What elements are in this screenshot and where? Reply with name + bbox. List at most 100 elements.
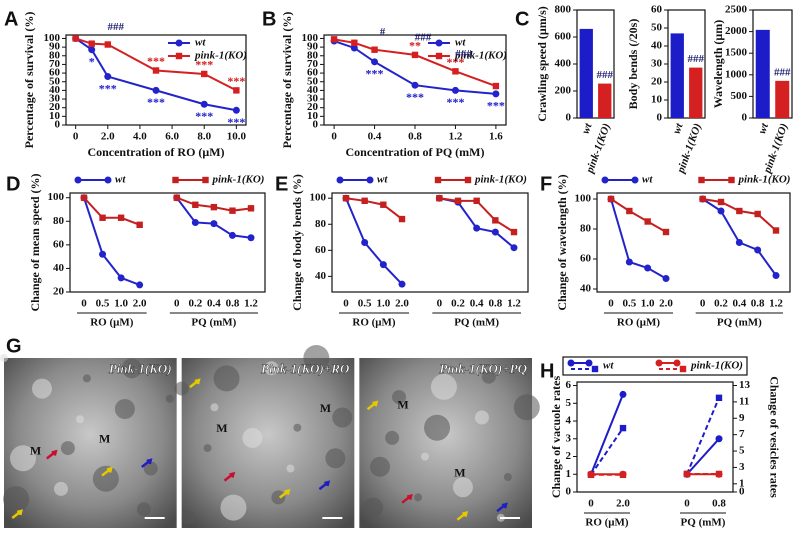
organelle	[181, 510, 196, 525]
region-label: M	[320, 401, 331, 415]
y-axis-label: Change of vacuole rates	[549, 376, 563, 499]
legend-marker	[175, 39, 183, 47]
legend-marker	[698, 176, 705, 184]
organelle	[303, 345, 330, 371]
legend-marker	[202, 176, 209, 184]
legend-label: wt	[195, 37, 206, 49]
data-point	[715, 470, 723, 478]
organelle	[332, 407, 353, 428]
x-tick-label: 1.2	[507, 298, 521, 310]
organelle	[264, 361, 279, 376]
data-point	[436, 195, 443, 202]
data-point	[72, 35, 79, 42]
data-point	[411, 51, 419, 59]
legend-label: wt	[377, 174, 388, 186]
data-point	[772, 227, 780, 234]
panel-letter: B	[262, 8, 276, 30]
y-tick-label: 500	[731, 90, 748, 102]
organelle	[165, 394, 174, 403]
x-tick-label: 0.4	[368, 131, 382, 143]
organelle	[513, 394, 540, 421]
organelle	[31, 378, 52, 399]
y-axis-label: Percentage of survival (%)	[280, 12, 294, 149]
x-tick-label: 0	[73, 131, 79, 143]
y-tick-label: 6	[566, 379, 572, 391]
legend-label: wt	[642, 174, 653, 186]
data-point	[379, 261, 387, 269]
y-axis-label: Change of wavelength (%)	[555, 174, 569, 310]
significance: ***	[147, 54, 165, 68]
organelle	[452, 477, 473, 498]
significance: ***	[487, 99, 505, 113]
data-point	[152, 67, 160, 74]
y-tick-label: 70	[49, 58, 61, 70]
x-tick-label: 0.5	[358, 298, 372, 310]
y-tick-label: 40	[580, 283, 592, 295]
bar	[689, 67, 703, 118]
x-tick-label: 0	[331, 131, 337, 143]
legend-marker	[673, 359, 681, 367]
organelle	[143, 461, 158, 476]
significance: ***	[99, 81, 117, 95]
organelle	[420, 452, 429, 461]
y-tick-label: 3	[739, 461, 745, 473]
x-tick-label: 10.0	[227, 131, 247, 143]
significance: ***	[195, 109, 213, 123]
x-tick-label: wt	[756, 121, 771, 136]
data-point	[451, 86, 459, 94]
y-tick-label: 60	[53, 238, 65, 250]
organelle	[474, 410, 489, 425]
bar	[670, 33, 684, 118]
data-point	[99, 214, 106, 221]
organelle	[3, 486, 30, 513]
comparison: ###	[455, 48, 472, 60]
legend-marker	[585, 359, 593, 367]
data-point	[735, 239, 743, 246]
organelle	[121, 358, 142, 379]
x-axis-label: Concentration of RO (μM)	[87, 145, 224, 159]
panel-letter: E	[275, 173, 288, 195]
y-tick-label: 80	[53, 215, 65, 227]
x-tick-label: 0.5	[96, 298, 110, 310]
x-tick-label: 1.2	[244, 298, 258, 310]
y-tick-label: 30	[651, 58, 663, 70]
comparison: ###	[597, 69, 614, 81]
image-label: Pink-1(KO)+RO	[261, 361, 350, 376]
legend-label: pink-1(KO)	[454, 50, 507, 62]
series-line	[83, 197, 141, 226]
data-point	[247, 234, 255, 242]
y-tick-label: 9	[739, 412, 745, 424]
data-point	[117, 274, 125, 282]
plot-frame	[752, 9, 793, 119]
data-point	[136, 221, 143, 229]
data-point	[342, 195, 350, 202]
legend-marker	[591, 365, 599, 373]
organelle	[213, 365, 240, 392]
organelle	[82, 374, 91, 383]
series-line	[610, 198, 667, 233]
organelle	[325, 448, 346, 469]
data-point	[361, 197, 368, 205]
organelle	[242, 427, 263, 448]
x-tick-label: 0	[437, 298, 443, 310]
data-point	[200, 100, 208, 108]
x-tick-label: 0.2	[714, 298, 728, 310]
arrow	[46, 449, 58, 460]
data-point	[715, 394, 723, 402]
x-tick-label: 0	[81, 298, 87, 310]
comparison: ###	[415, 31, 432, 43]
panel-letter: H	[540, 360, 554, 382]
series-line	[702, 198, 777, 232]
organelle	[370, 456, 391, 477]
data-point	[380, 201, 387, 208]
x-tick-label: 1.0	[641, 298, 655, 310]
y-tick-label: 0	[55, 119, 61, 131]
data-point	[492, 90, 500, 98]
y-axis-label: Percentage of survival (%)	[22, 12, 36, 149]
organelle	[75, 415, 84, 424]
y-tick-label: 60	[580, 253, 592, 265]
data-point	[229, 207, 236, 214]
data-point	[587, 471, 595, 478]
organelle	[0, 354, 8, 362]
